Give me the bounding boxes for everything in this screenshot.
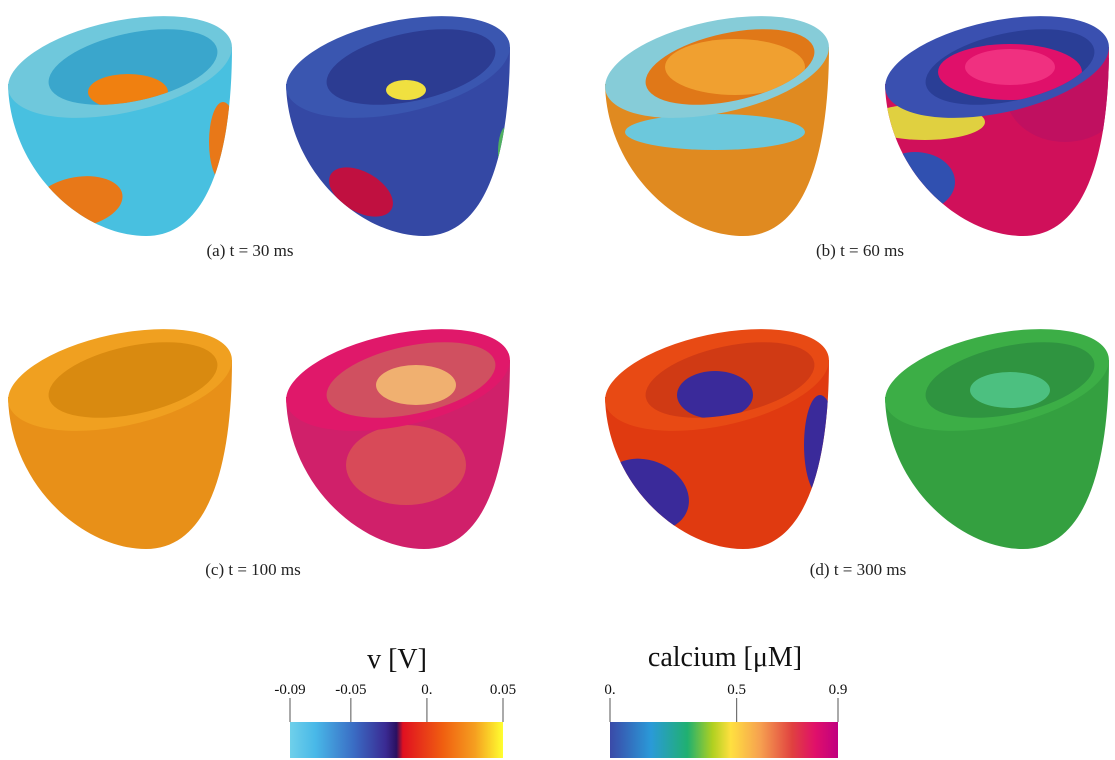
patch <box>376 365 456 405</box>
heart <box>605 329 829 549</box>
cavity-patches <box>665 39 805 95</box>
patch <box>329 167 393 217</box>
tick-label: -0.05 <box>335 682 366 698</box>
colorbar-title: v [V] <box>367 644 427 675</box>
heart-patches <box>346 425 466 505</box>
heart-patches <box>625 114 805 150</box>
patch <box>209 102 232 182</box>
tick-label: -0.09 <box>274 682 305 698</box>
cavity-patches <box>970 372 1050 408</box>
heart <box>8 16 232 236</box>
colorbar <box>290 722 503 758</box>
caption: (c) t = 100 ms <box>205 560 301 579</box>
tick-label: 0.5 <box>727 682 746 698</box>
patch <box>386 80 426 100</box>
heart-cavity <box>48 342 218 418</box>
patch <box>804 395 829 495</box>
tick-label: 0.05 <box>490 682 516 698</box>
patch <box>346 425 466 505</box>
tick-label: 0. <box>421 682 432 698</box>
colorbar <box>610 722 838 758</box>
cavity-patches <box>386 80 426 100</box>
patch <box>625 114 805 150</box>
patch <box>885 152 955 212</box>
tick-label: 0.9 <box>829 682 848 698</box>
heart-cavity <box>326 29 496 105</box>
patch <box>677 371 753 419</box>
heart <box>885 16 1109 236</box>
colorbar-title: calcium [μM] <box>648 642 802 673</box>
heart <box>885 329 1109 549</box>
caption: (d) t = 300 ms <box>810 560 906 579</box>
heart <box>286 16 510 236</box>
caption: (b) t = 60 ms <box>816 241 904 260</box>
cavity-patches <box>938 44 1082 100</box>
tick-label: 0. <box>604 682 615 698</box>
heart <box>605 16 829 236</box>
patch <box>965 49 1055 85</box>
heart <box>8 329 232 549</box>
heart <box>286 329 510 549</box>
patch <box>665 39 805 95</box>
patch <box>498 127 510 177</box>
cavity-patches <box>677 371 753 419</box>
cavity-patches <box>376 365 456 405</box>
heart-renders <box>8 16 1109 549</box>
caption: (a) t = 30 ms <box>206 241 293 260</box>
patch <box>970 372 1050 408</box>
